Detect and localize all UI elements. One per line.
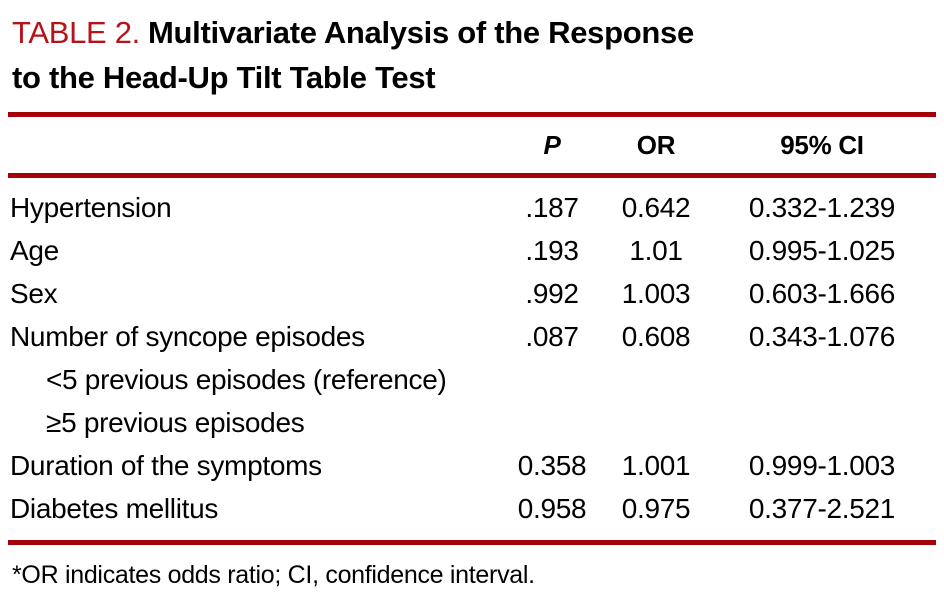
p-value-cell: .193: [525, 234, 579, 266]
p-value-cell: 0.958: [517, 492, 587, 524]
row-label: Age: [10, 234, 59, 266]
table-title-line2: to the Head-Up Tilt Table Test: [12, 60, 436, 95]
row-label: Diabetes mellitus: [10, 492, 219, 524]
table-row: Age .193 1.01 0.995-1.025: [8, 229, 936, 272]
table-row: Number of syncope episodes .087 0.608 0.…: [8, 315, 936, 358]
p-value-cell: [500, 358, 604, 401]
ci-cell: 0.999-1.003: [748, 449, 896, 481]
row-label-sub: ≥5 previous episodes: [46, 406, 305, 438]
or-cell: 1.001: [621, 449, 691, 481]
table-row: Duration of the symptoms 0.358 1.001 0.9…: [8, 444, 936, 487]
or-cell: 1.01: [629, 234, 683, 266]
or-cell: 0.642: [621, 191, 691, 223]
p-value-cell: .087: [525, 320, 579, 352]
table-row: ≥5 previous episodes: [8, 401, 936, 444]
multivariate-analysis-table: P OR 95% CI Hypertension .187 0.642 0.33…: [8, 112, 936, 545]
row-label: Number of syncope episodes: [10, 320, 365, 352]
table-row: Sex .992 1.003 0.603-1.666: [8, 272, 936, 315]
table-number: TABLE 2.: [12, 15, 140, 50]
p-value-cell: [500, 401, 604, 444]
row-label: Sex: [10, 277, 58, 309]
ci-cell: 0.377-2.521: [748, 492, 896, 524]
or-cell: 0.975: [621, 492, 691, 524]
ci-cell: 0.332-1.239: [748, 191, 896, 223]
or-cell: 1.003: [621, 277, 691, 309]
p-value-cell: 0.358: [517, 449, 587, 481]
ci-cell: [708, 358, 936, 401]
ci-cell: 0.995-1.025: [748, 234, 896, 266]
table-row: Hypertension .187 0.642 0.332-1.239: [8, 176, 936, 230]
table-title: TABLE 2. Multivariate Analysis of the Res…: [8, 6, 936, 112]
table-figure: TABLE 2. Multivariate Analysis of the Res…: [8, 6, 936, 589]
p-value-cell: .992: [525, 277, 579, 309]
ci-cell: [708, 401, 936, 444]
table-row: Diabetes mellitus 0.958 0.975 0.377-2.52…: [8, 487, 936, 543]
p-value-cell: .187: [525, 191, 579, 223]
column-header-ci: 95% CI: [780, 129, 864, 160]
header-row: P OR 95% CI: [8, 114, 936, 176]
column-header-variable: [8, 115, 500, 176]
ci-cell: 0.603-1.666: [748, 277, 896, 309]
column-header-or: OR: [636, 129, 676, 160]
table-row: <5 previous episodes (reference): [8, 358, 936, 401]
table-title-line1: Multivariate Analysis of the Response: [147, 15, 694, 50]
or-cell: [604, 401, 708, 444]
row-label-sub: <5 previous episodes (reference): [46, 363, 447, 395]
row-label: Hypertension: [10, 191, 172, 223]
or-cell: [604, 358, 708, 401]
table-footnote: *OR indicates odds ratio; CI, confidence…: [12, 561, 535, 589]
row-label: Duration of the symptoms: [10, 449, 322, 481]
ci-cell: 0.343-1.076: [748, 320, 896, 352]
column-header-p: P: [543, 129, 561, 160]
or-cell: 0.608: [621, 320, 691, 352]
